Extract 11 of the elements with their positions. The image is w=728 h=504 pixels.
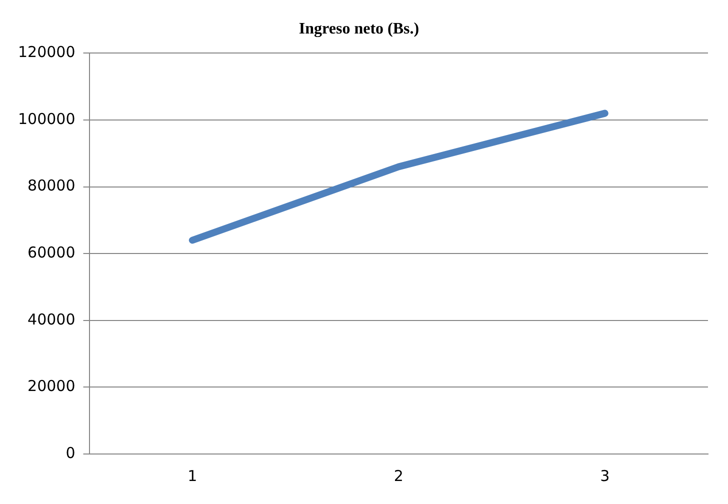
x-tick-label: 1 bbox=[188, 466, 198, 485]
y-tick-label: 20000 bbox=[28, 377, 76, 396]
y-tick-label: 80000 bbox=[28, 176, 76, 195]
chart-title: Ingreso neto (Bs.) bbox=[298, 20, 420, 38]
y-tick-label: 60000 bbox=[28, 243, 76, 262]
y-tick-label: 120000 bbox=[18, 43, 76, 62]
y-tick-label: 100000 bbox=[18, 110, 76, 128]
x-tick-label: 2 bbox=[394, 466, 404, 485]
x-tick-label: 3 bbox=[600, 466, 610, 485]
y-tick-label: 0 bbox=[66, 444, 76, 462]
y-tick-label: 40000 bbox=[28, 310, 76, 328]
